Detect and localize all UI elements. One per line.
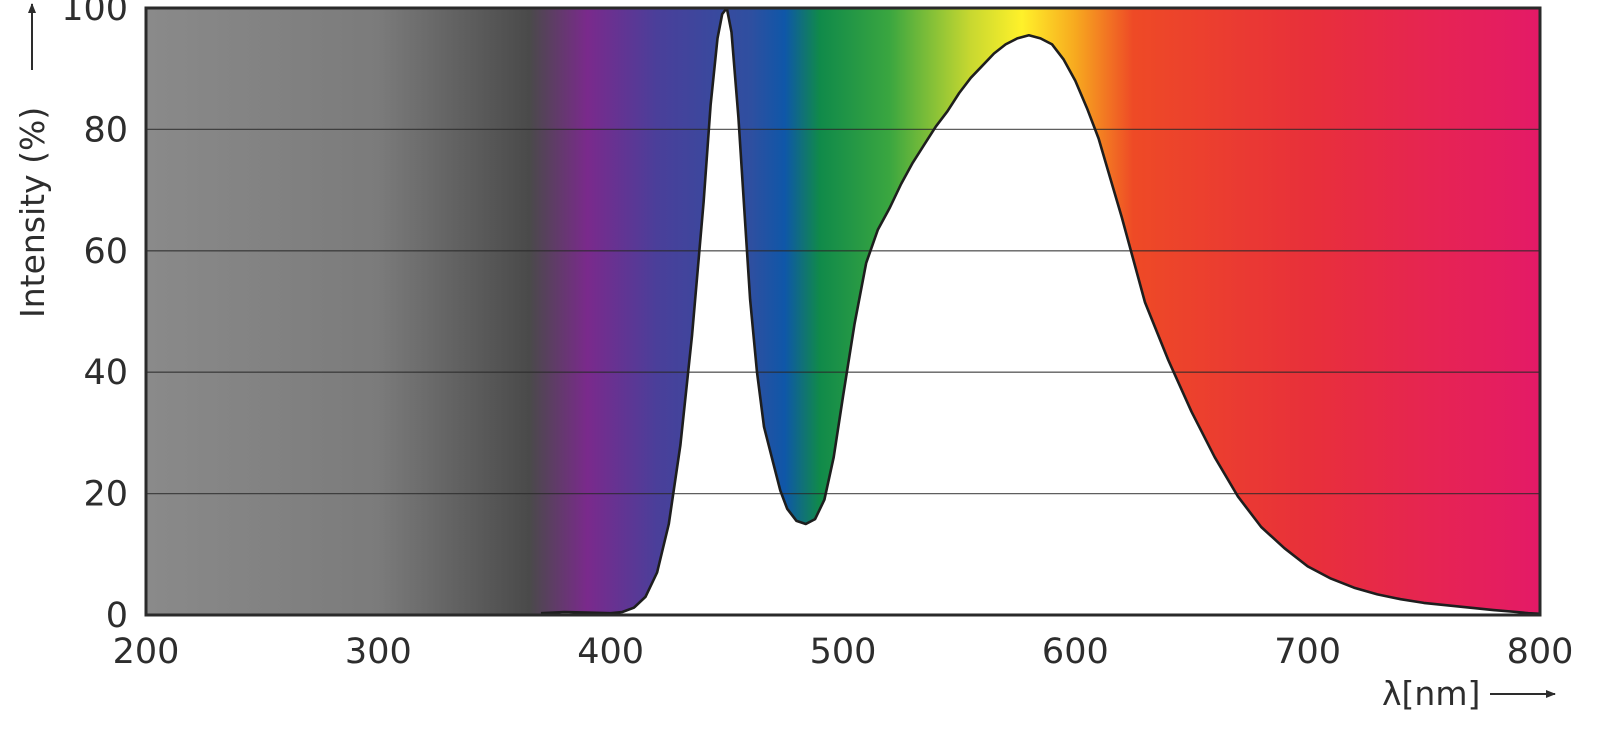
y-tick-label-100: 100 (61, 0, 128, 29)
x-tick-label-500: 500 (810, 632, 877, 672)
emission-area (541, 8, 1540, 615)
y-axis-ticks: 0 20 40 60 80 100 (61, 0, 128, 636)
x-tick-label-400: 400 (577, 632, 644, 672)
y-tick-label-40: 40 (83, 353, 128, 393)
x-axis-ticks: 200 300 400 500 600 700 800 (113, 632, 1574, 672)
x-axis-label: λ[nm] (1382, 674, 1480, 713)
x-tick-label-200: 200 (113, 632, 180, 672)
x-tick-label-800: 800 (1507, 632, 1574, 672)
x-tick-label-300: 300 (345, 632, 412, 672)
y-tick-label-20: 20 (83, 475, 128, 515)
grid-lines (146, 128, 1540, 495)
x-tick-label-700: 700 (1274, 632, 1341, 672)
y-tick-label-60: 60 (83, 232, 128, 272)
x-tick-label-600: 600 (1042, 632, 1109, 672)
y-tick-label-80: 80 (83, 110, 128, 150)
plot-frame (144, 6, 1542, 617)
emission-curve (540, 6, 1541, 616)
y-tick-label-0: 0 (106, 596, 128, 636)
y-axis-label: Intensity (%) (13, 107, 52, 318)
